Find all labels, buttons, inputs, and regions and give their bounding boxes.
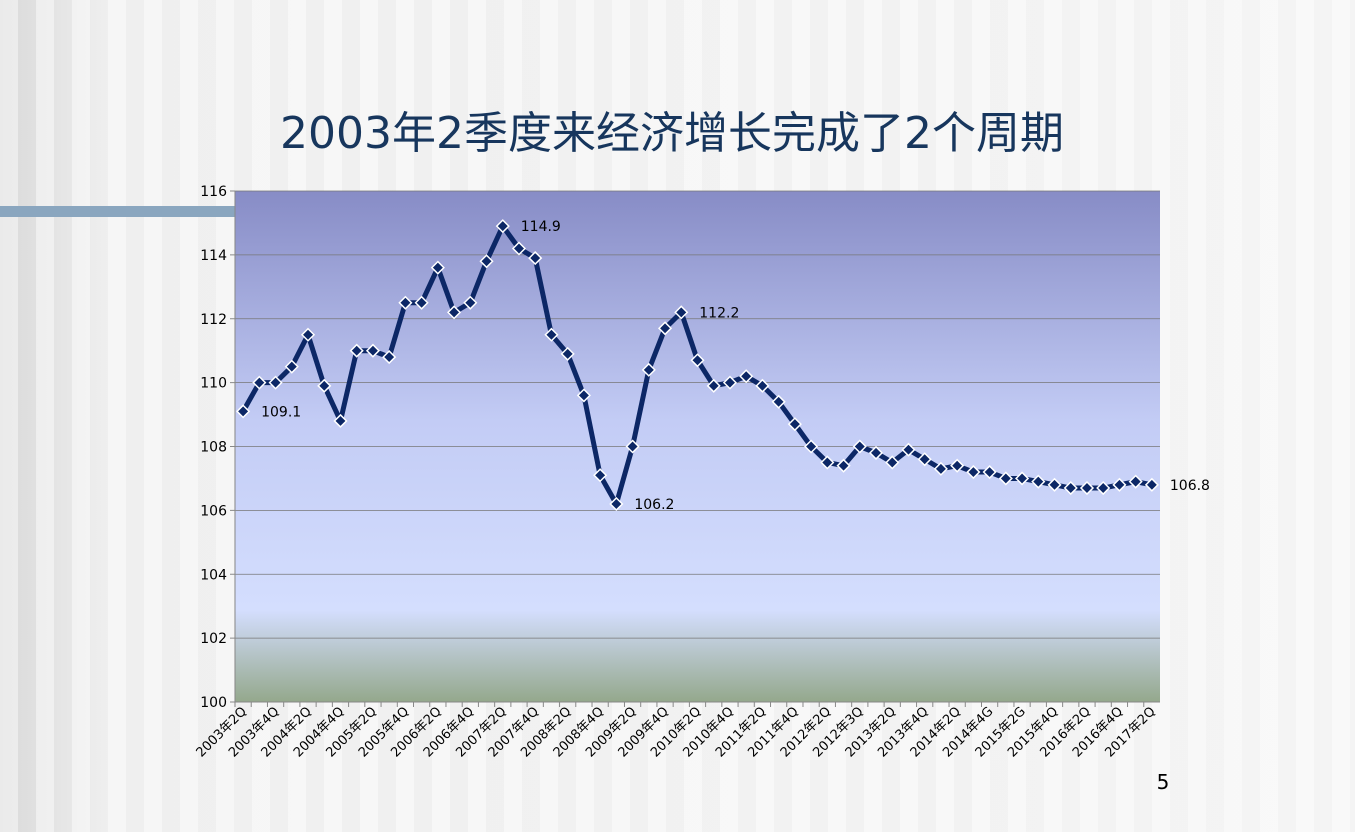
marker [560, 346, 575, 361]
y-tick-label: 114 [200, 248, 227, 264]
marker [495, 219, 510, 234]
marker [950, 458, 965, 473]
marker [430, 260, 445, 275]
marker [722, 375, 738, 390]
marker [706, 378, 721, 393]
marker [1096, 480, 1111, 496]
marker [349, 343, 364, 358]
y-tick-label: 112 [200, 312, 227, 328]
marker [1063, 480, 1078, 496]
marker [1112, 477, 1127, 492]
marker [284, 359, 299, 374]
marker [885, 455, 900, 470]
marker [479, 254, 494, 269]
marker [755, 378, 770, 393]
marker [268, 375, 283, 390]
marker [998, 471, 1013, 486]
y-tick-label: 100 [200, 695, 227, 711]
marker [609, 496, 624, 512]
marker [236, 404, 251, 419]
y-tick-label: 108 [200, 440, 227, 456]
marker [657, 321, 673, 336]
marker [690, 353, 705, 368]
marker [982, 464, 997, 480]
marker [933, 461, 948, 476]
marker [852, 439, 867, 454]
marker [1031, 474, 1046, 489]
marker [317, 378, 332, 393]
marker [593, 468, 608, 483]
marker [641, 362, 656, 377]
marker [252, 375, 267, 390]
marker [739, 369, 754, 384]
page-number: 5 [1157, 770, 1170, 794]
marker [1079, 480, 1095, 496]
marker [528, 251, 543, 266]
marker [333, 413, 348, 429]
marker [901, 442, 916, 457]
marker [1047, 477, 1062, 492]
data-label: 106.2 [634, 497, 674, 513]
marker [1144, 477, 1159, 492]
marker [1015, 471, 1030, 486]
marker [576, 388, 591, 403]
marker [674, 305, 689, 320]
accent-bar [0, 206, 236, 217]
data-label: 114.9 [521, 219, 561, 235]
chart-title: 2003年2季度来经济增长完成了2个周期 [280, 108, 1064, 159]
data-label: 109.1 [261, 404, 301, 420]
y-tick-label: 110 [200, 376, 227, 392]
marker [868, 445, 884, 460]
marker [414, 295, 429, 310]
marker [300, 327, 316, 342]
marker [544, 327, 559, 342]
marker [966, 464, 981, 480]
marker [365, 343, 380, 358]
marker [1128, 474, 1143, 489]
marker [398, 295, 413, 310]
marker [382, 350, 397, 365]
marker [511, 241, 527, 256]
marker [771, 394, 786, 409]
marker [804, 439, 819, 454]
data-label: 106.8 [1170, 478, 1210, 494]
marker [625, 439, 640, 454]
y-tick-label: 106 [200, 503, 227, 519]
y-tick-label: 104 [200, 567, 227, 583]
marker [917, 452, 932, 467]
marker [820, 455, 835, 470]
marker [787, 417, 802, 432]
marker [447, 305, 462, 320]
marker [463, 295, 478, 310]
marker [836, 458, 851, 473]
y-tick-label: 116 [200, 184, 227, 200]
data-label: 112.2 [699, 305, 739, 321]
y-tick-label: 102 [200, 631, 227, 647]
